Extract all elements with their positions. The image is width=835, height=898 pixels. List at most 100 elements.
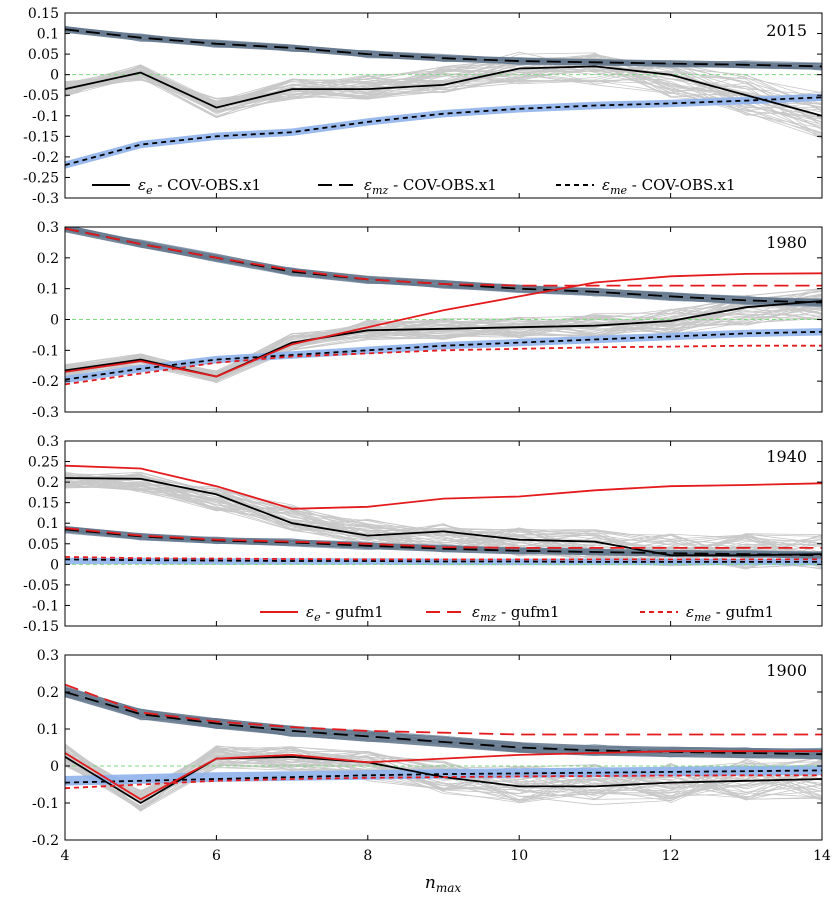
x-tick-label: 14 <box>813 848 831 864</box>
ensemble-line <box>65 56 822 113</box>
series-line-5 <box>65 774 822 790</box>
legend-entry-gufm-mz: εmz - gufm1 <box>426 603 559 624</box>
panel-frame <box>64 12 823 199</box>
series-line-1 <box>65 227 822 304</box>
panel-1940: 0.3 0.25 0.2 0.15 0.1 0.05 0 -0.05 -0.1 -0.15 194… <box>23 434 823 635</box>
panel-year-label: 2015 <box>766 21 807 40</box>
y-tick-label: 0.2 <box>37 475 59 491</box>
legend-entry-cov-e: εe - COV-OBS.x1 <box>92 176 261 197</box>
ensemble-line <box>65 228 822 305</box>
y-axis: 0.3 0.25 0.2 0.15 0.1 0.05 0 -0.05 -0.1 -0.15 <box>23 434 822 635</box>
panel-year-label: 1900 <box>766 661 807 680</box>
panel-frame <box>64 440 823 627</box>
y-tick-label: -0.2 <box>32 150 59 166</box>
panel-frame <box>64 654 823 841</box>
x-tick-label: 6 <box>212 848 221 864</box>
ensemble-line <box>65 288 822 383</box>
series-line-2 <box>65 330 822 381</box>
ensemble-line <box>65 62 822 124</box>
y-tick-label: 0 <box>50 68 59 84</box>
series-lines <box>65 227 822 386</box>
panel-1900: 0.3 0.2 0.1 0 -0.1 -0.2 4 6 8 10 12 14 1900 <box>32 648 831 864</box>
series-line-3 <box>65 272 822 378</box>
me-uncertainty-band <box>65 93 822 169</box>
ensemble-line <box>65 53 822 105</box>
x-tick-label: 10 <box>510 848 528 864</box>
y-axis: 0.15 0.1 0.05 0 -0.05 -0.1 -0.15 -0.2 -0.25 -0.3 <box>23 6 822 207</box>
panel-year-label: 1940 <box>766 447 807 466</box>
x-axis-label: nmax <box>425 873 461 895</box>
y-tick-label: -0.15 <box>23 129 59 145</box>
legend-label: εe - COV-OBS.x1 <box>138 176 261 197</box>
legend-label: εme - COV-OBS.x1 <box>602 176 736 197</box>
y-tick-label: 0 <box>50 313 59 329</box>
series-line-0 <box>65 65 822 117</box>
panel-frame <box>64 226 823 413</box>
panel-1980: 0.3 0.2 0.1 0 -0.1 -0.2 -0.3 1980 <box>32 220 823 421</box>
ensemble-line <box>65 749 822 802</box>
x-axis-ticks: 4 6 8 10 12 14 <box>61 655 831 864</box>
y-tick-label: 0.15 <box>28 496 59 512</box>
ensemble-line <box>65 291 822 376</box>
y-tick-label: 0.2 <box>37 685 59 701</box>
ensemble-line <box>72 227 822 304</box>
y-tick-label: -0.1 <box>32 598 59 614</box>
y-tick-label: 0.1 <box>37 516 59 532</box>
me-uncertainty-band <box>65 328 822 384</box>
y-tick-label: -0.1 <box>32 796 59 812</box>
panel-2015: 0.150.10.050-0.05-0.1-0.15-0.2-0.25-0.3 … <box>23 6 823 207</box>
y-tick-label: 0.3 <box>37 220 59 236</box>
ensemble-line <box>65 230 822 305</box>
ensemble-line <box>65 304 822 379</box>
series-lines <box>65 28 822 166</box>
y-tick-label: 0.25 <box>28 455 59 471</box>
y-tick-label: 0.1 <box>37 282 59 298</box>
y-tick-label: -0.3 <box>32 405 59 421</box>
ensemble-line <box>65 229 822 306</box>
ensemble-line <box>65 227 822 302</box>
series-line-4 <box>65 527 822 549</box>
series-line-3 <box>65 750 822 801</box>
y-tick-label: 0.2 <box>37 251 59 267</box>
y-tick-label: -0.05 <box>23 578 59 594</box>
y-axis: 0.3 0.2 0.1 0 -0.1 -0.2 <box>32 648 822 849</box>
series-lines <box>65 464 822 563</box>
y-tick-label: 0.05 <box>28 47 59 63</box>
ensemble-line <box>65 230 822 305</box>
legend-gufm1: εe - gufm1 εmz - gufm1 εme - gufm1 <box>260 603 774 624</box>
mz-uncertainty-band <box>65 26 822 70</box>
legend-label: εmz - COV-OBS.x1 <box>364 176 497 197</box>
panel-year-label: 1980 <box>766 233 807 252</box>
ensemble-line <box>65 52 822 120</box>
series-line-4 <box>65 227 822 287</box>
y-tick-label: -0.15 <box>23 619 59 635</box>
series-line-2 <box>65 769 822 784</box>
y-tick-label: -0.1 <box>32 109 59 125</box>
y-tick-label: 0.1 <box>37 27 59 43</box>
series-lines <box>65 683 822 805</box>
ensemble-line <box>68 227 822 304</box>
legend-cov-obs: εe - COV-OBS.x1 εmz - COV-OBS.x1 εme - C… <box>92 176 736 197</box>
ensemble-line <box>67 227 822 305</box>
ensemble-line <box>65 227 822 306</box>
y-tick-label: 0.3 <box>37 648 59 664</box>
ensemble-line <box>65 471 822 557</box>
legend-entry-cov-me: εme - COV-OBS.x1 <box>556 176 736 197</box>
legend-entry-gufm-me: εme - gufm1 <box>640 603 774 624</box>
ensemble-line <box>65 58 822 113</box>
series-line-5 <box>65 344 822 386</box>
series-line-2 <box>65 96 822 166</box>
ensemble-line <box>73 227 822 306</box>
ensemble-line <box>65 744 822 802</box>
ensemble-line <box>65 749 822 798</box>
y-tick-label: 0.3 <box>37 434 59 450</box>
mz-uncertainty-band <box>65 526 822 559</box>
series-line-3 <box>65 464 822 510</box>
legend-label: εme - gufm1 <box>686 603 774 624</box>
series-line-0 <box>65 477 822 557</box>
y-tick-label: 0.15 <box>28 6 59 22</box>
y-tick-label: -0.1 <box>32 343 59 359</box>
legend-label: εe - gufm1 <box>306 603 384 624</box>
x-tick-label: 8 <box>363 848 372 864</box>
